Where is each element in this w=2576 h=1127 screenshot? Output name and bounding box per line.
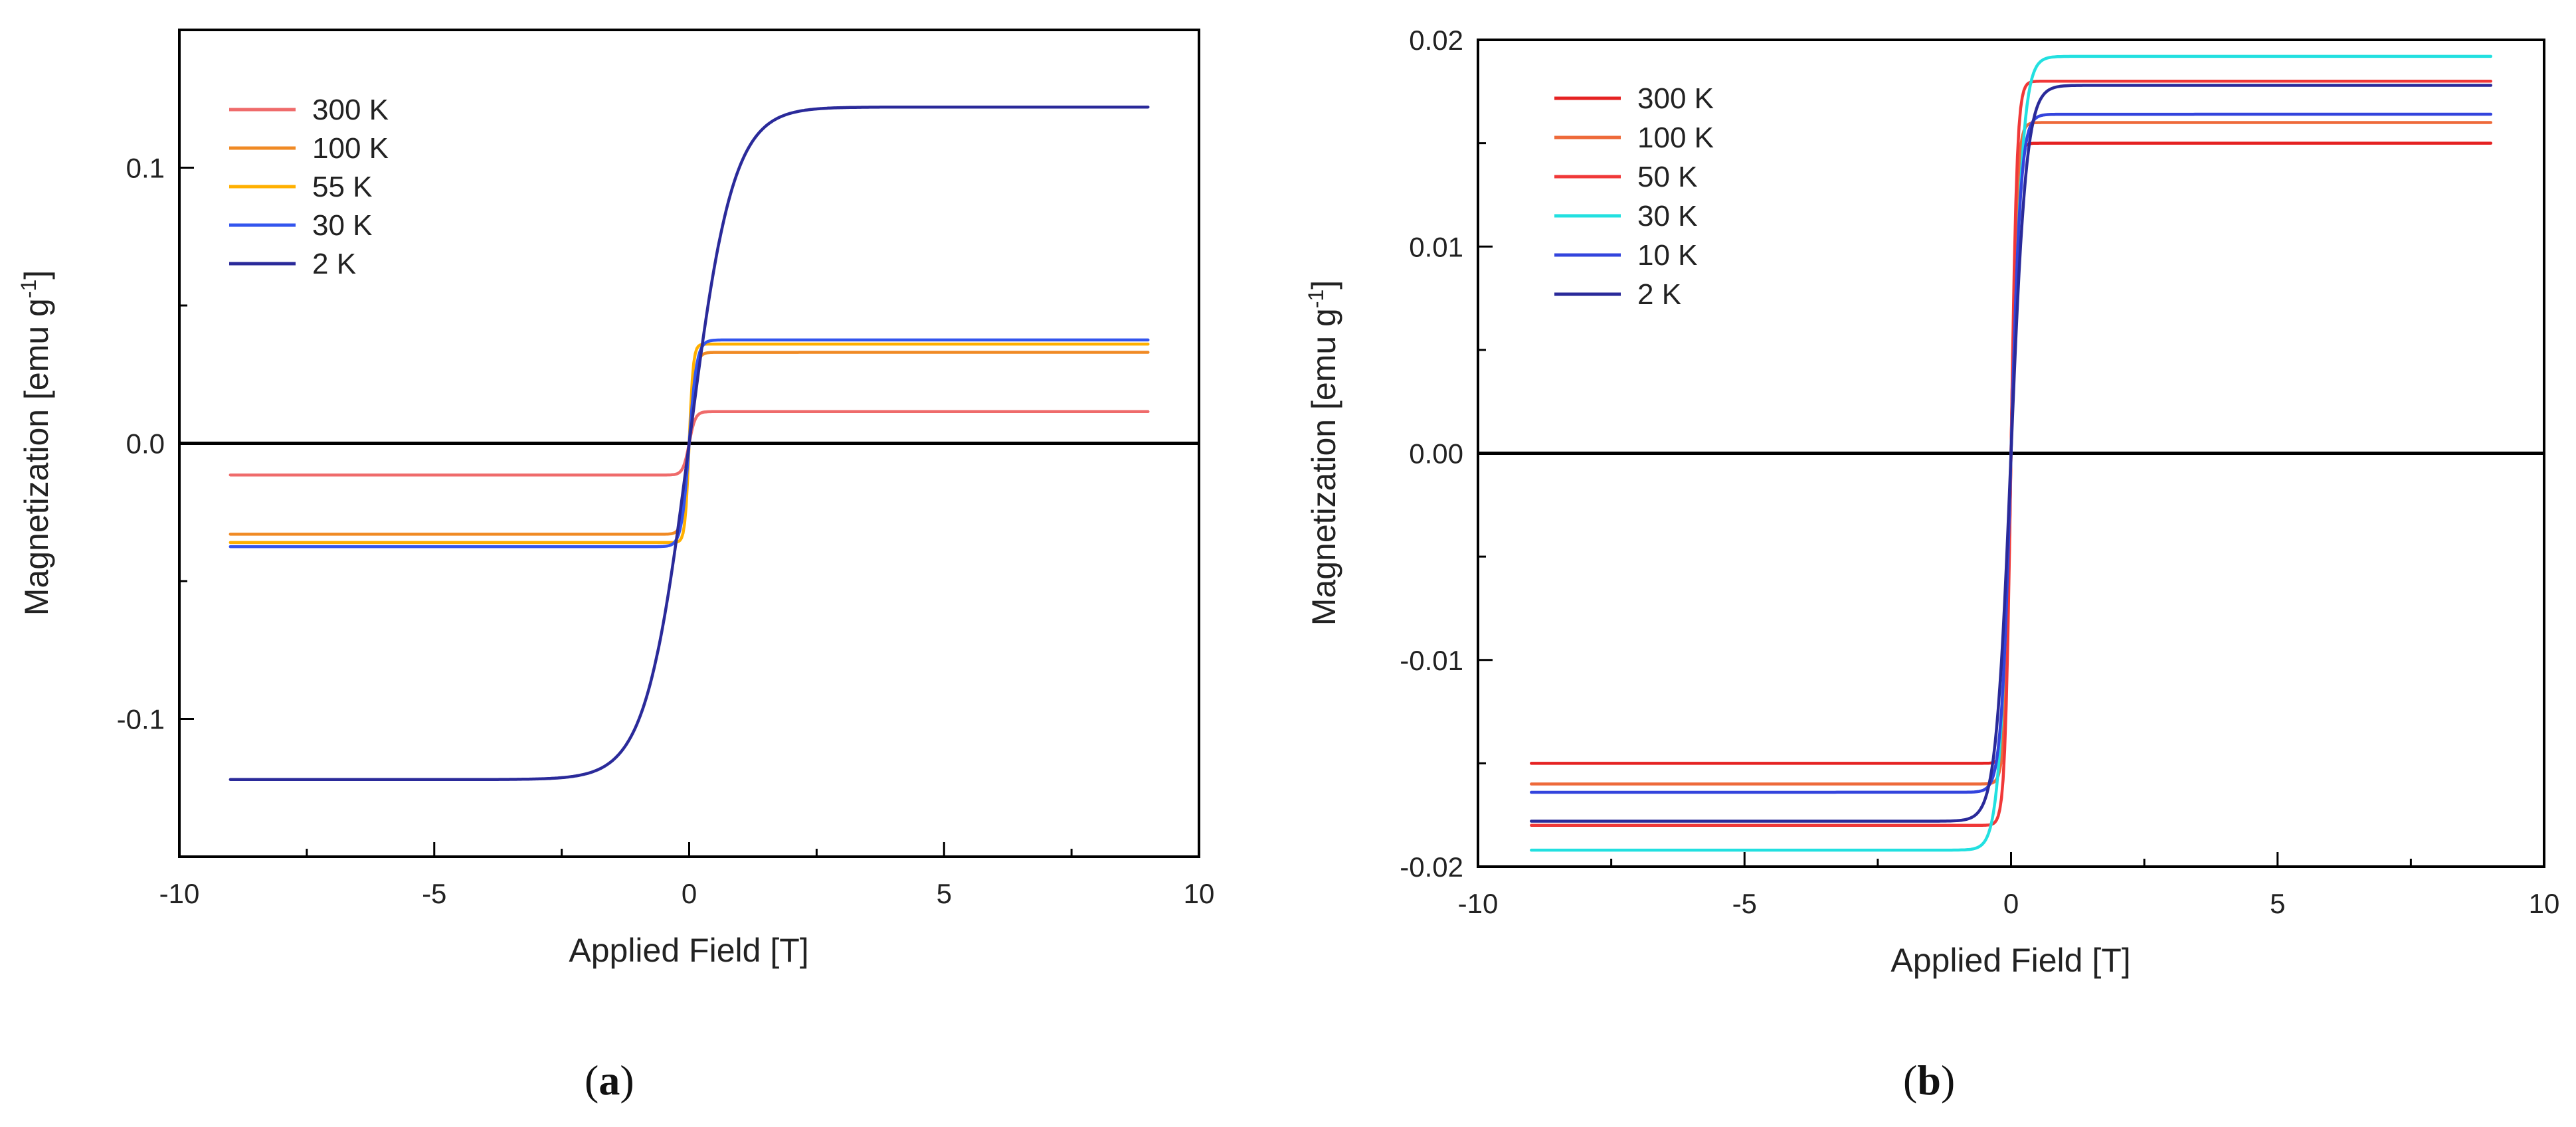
chart-b: -10 -5 0 5 10 -0.02 -0.01 0.00 0.01 0.02 300 K 10…: [1304, 25, 2559, 979]
chart-b-xtick-label: -5: [1732, 888, 1757, 919]
caption-a-letter: a: [598, 1057, 620, 1104]
chart-b-ylabel: Magnetization [emu g-1]: [1304, 280, 1342, 626]
legend-label: 2 K: [1637, 278, 1681, 311]
chart-b-xtick-label: 0: [2003, 888, 2019, 919]
legend-label: 100 K: [312, 132, 389, 165]
chart-a-xtick-label: -5: [422, 878, 446, 909]
chart-a-yticks: -0.1 0.0 0.1: [117, 29, 194, 858]
legend-label: 300 K: [312, 94, 389, 126]
chart-a-ytick-label: -0.1: [117, 704, 165, 735]
chart-a-series-2k: [229, 105, 1150, 782]
caption-b: (b): [1903, 1057, 1956, 1104]
chart-a-xtick-label: 10: [1184, 878, 1215, 909]
chart-b-ylabel-main: Magnetization [emu g: [1305, 308, 1342, 626]
legend-label: 55 K: [312, 171, 373, 203]
chart-a-xtick-label: 5: [937, 878, 952, 909]
caption-a: (a): [585, 1057, 634, 1104]
chart-b-ytick-label: 0.01: [1409, 231, 1463, 262]
chart-a-ylabel-main: Magnetization [emu g: [18, 298, 55, 616]
chart-a-xlabel: Applied Field [T]: [569, 932, 808, 969]
chart-b-ylabel-end: ]: [1305, 280, 1342, 290]
chart-b-legend: 300 K 100 K 50 K 30 K 10 K 2 K: [1554, 82, 1714, 311]
chart-a-ylabel-sup: -1: [17, 280, 41, 298]
legend-label: 100 K: [1637, 122, 1714, 154]
chart-a-xtick-label: -10: [159, 878, 200, 909]
chart-b-ylabel-sup: -1: [1304, 290, 1328, 308]
chart-b-ytick-label: 0.02: [1409, 25, 1463, 56]
legend-label: 2 K: [312, 248, 356, 280]
legend-label: 10 K: [1637, 239, 1698, 272]
chart-a-ytick-label: 0.0: [126, 428, 165, 460]
caption-b-letter: b: [1917, 1057, 1941, 1104]
chart-b-series-group: [1530, 54, 2493, 852]
chart-b-xticks: -10 -5 0 5 10: [1458, 852, 2560, 919]
chart-b-yticks: -0.02 -0.01 0.00 0.01 0.02: [1400, 25, 1493, 883]
chart-a-ytick-label: 0.1: [126, 153, 165, 184]
legend-label: 30 K: [1637, 200, 1698, 232]
chart-b-xlabel: Applied Field [T]: [1890, 942, 2130, 979]
legend-label: 30 K: [312, 209, 373, 242]
chart-b-xtick-label: -10: [1458, 888, 1499, 919]
legend-label: 50 K: [1637, 161, 1698, 193]
chart-a-series-group: [229, 105, 1150, 782]
chart-b-xtick-label: 10: [2529, 888, 2560, 919]
chart-b-ytick-label: -0.02: [1400, 851, 1463, 883]
chart-a-ylabel-end: ]: [18, 270, 55, 280]
chart-b-series-2k: [1530, 84, 2493, 823]
chart-b-ytick-label: 0.00: [1409, 438, 1463, 470]
chart-a-legend: 300 K 100 K 55 K 30 K 2 K: [229, 94, 389, 280]
chart-b-xtick-label: 5: [2270, 888, 2285, 919]
chart-a-ylabel: Magnetization [emu g-1]: [17, 270, 55, 616]
legend-label: 300 K: [1637, 82, 1714, 115]
chart-a-xtick-label: 0: [682, 878, 697, 909]
chart-b-ytick-label: -0.01: [1400, 645, 1463, 676]
chart-a: -10 -5 0 5 10 -0.1 0.0 0.1 300 K 100 K 55 K 30 K 2…: [17, 29, 1215, 969]
chart-a-xticks: -10 -5 0 5 10: [159, 842, 1215, 909]
